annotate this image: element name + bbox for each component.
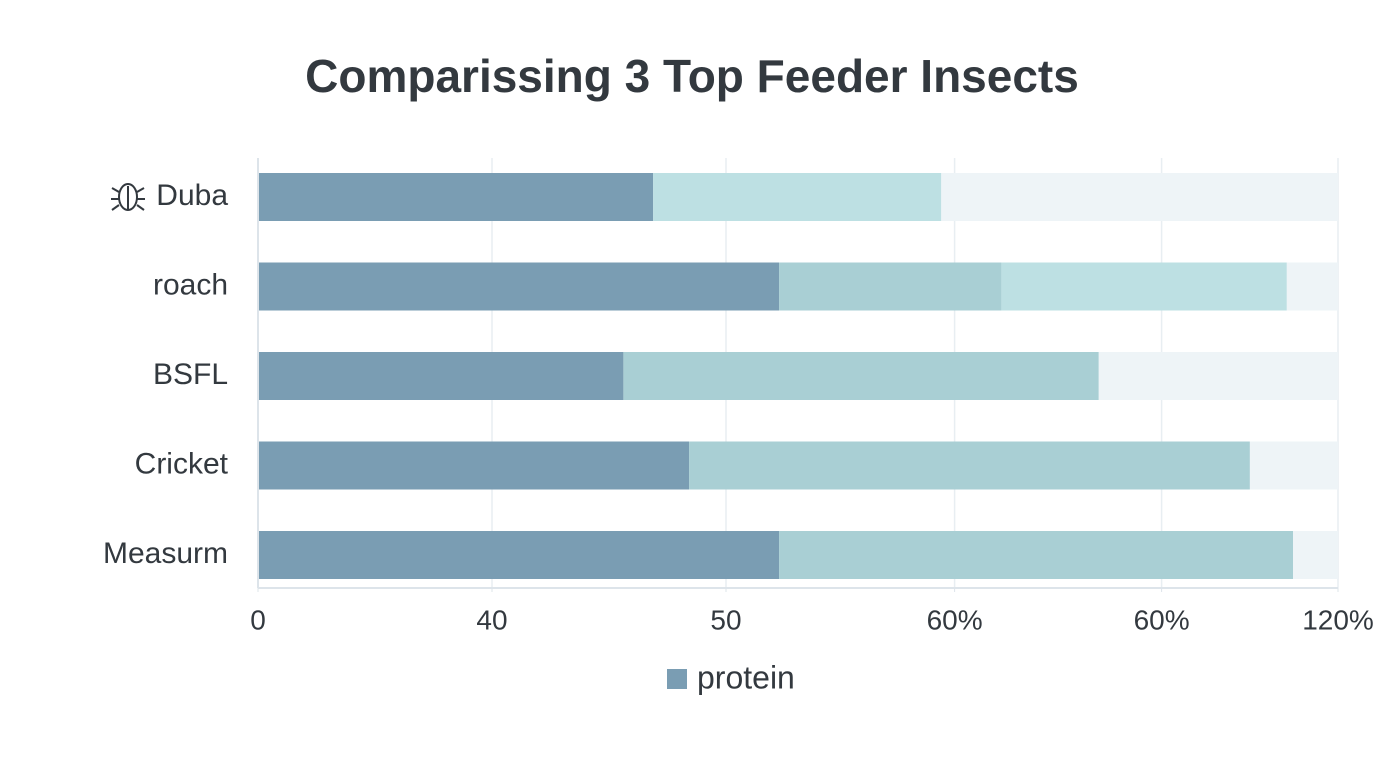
bar-segment — [653, 173, 942, 221]
y-tick-label: BSFL — [153, 358, 228, 391]
y-tick-label: Measurm — [103, 537, 228, 570]
bar-segment — [258, 262, 780, 311]
bug-icon — [111, 183, 145, 211]
x-tick-label: 50 — [710, 604, 741, 635]
x-tick-label: 40 — [476, 604, 507, 635]
bar-segment — [623, 352, 1099, 400]
bar-segment — [779, 531, 1293, 579]
x-tick-label: 120% — [1302, 604, 1374, 635]
bar-segment — [258, 531, 780, 579]
legend-swatch — [667, 669, 687, 689]
y-tick-label: Duba — [156, 179, 228, 212]
x-tick-label: 60% — [1134, 604, 1190, 635]
bar-segment — [1001, 262, 1287, 311]
x-tick-label: 60% — [927, 604, 983, 635]
y-tick-label: Cricket — [135, 447, 229, 480]
bar-segment — [258, 352, 624, 400]
legend-label: protein — [697, 659, 795, 695]
bar-segment — [258, 173, 654, 221]
x-tick-label: 0 — [250, 604, 266, 635]
bar-segment — [689, 441, 1250, 490]
y-tick-label: roach — [153, 268, 228, 301]
bar-segment — [779, 262, 1002, 311]
chart-title: Comparissing 3 Top Feeder Insects — [305, 50, 1079, 102]
bar-segment — [258, 441, 690, 490]
